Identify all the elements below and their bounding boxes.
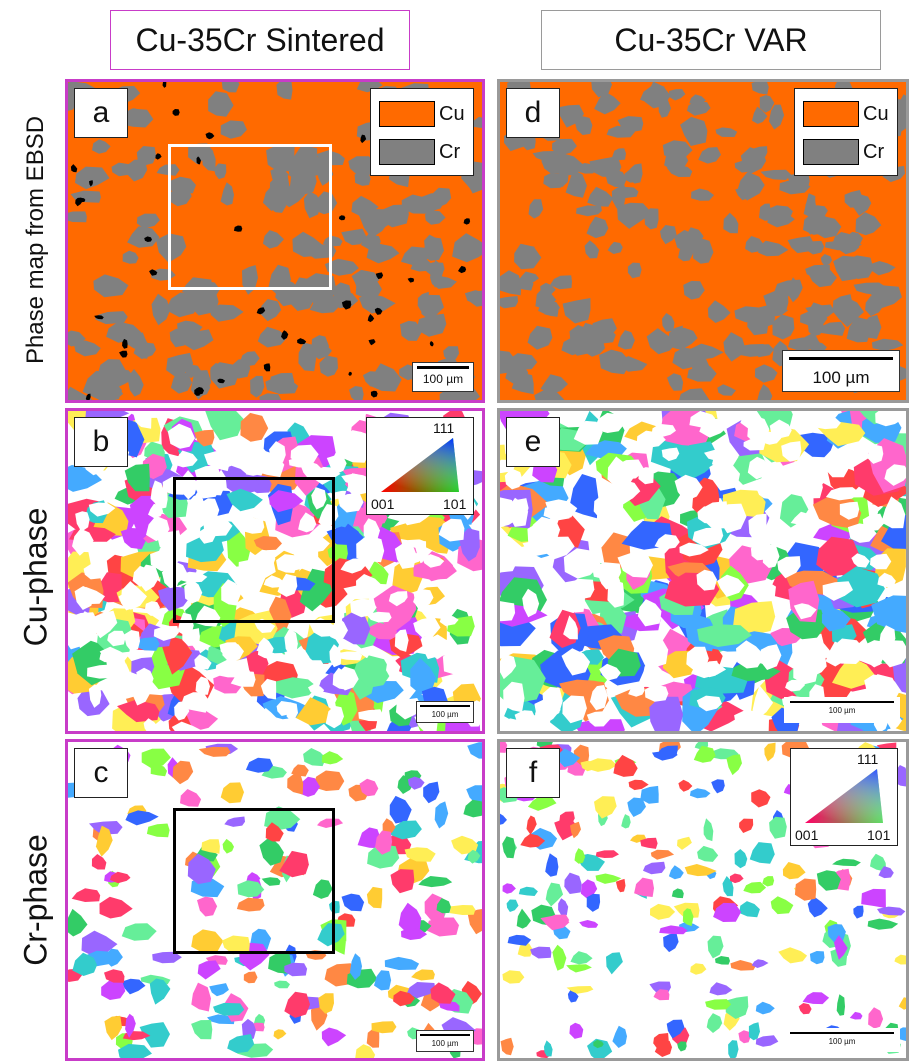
- cu-swatch: [379, 101, 435, 127]
- row-label-cu-phase: Cu-phase: [17, 507, 54, 647]
- column-header-var: Cu-35Cr VAR: [541, 10, 881, 70]
- legend-cu-label: Cu: [439, 102, 465, 125]
- ipf-001-label: 001: [371, 496, 395, 512]
- panel-letter-d: d: [506, 88, 560, 138]
- cu-orientation-map-image: [500, 411, 906, 731]
- panel-letter-b: b: [74, 417, 128, 467]
- row-label-cr-phase: Cr-phase: [17, 834, 54, 966]
- ipf-triangle-icon: [805, 769, 883, 823]
- legend-item-cr: Cr: [379, 139, 460, 165]
- legend-cr-label: Cr: [863, 140, 885, 163]
- ipf-color-key: 111 001 101: [366, 417, 474, 515]
- scale-bar: 100 µm: [416, 701, 474, 723]
- ipf-triangle-icon: [381, 438, 459, 492]
- ipf-111-label: 111: [857, 751, 879, 767]
- cu-swatch: [803, 101, 859, 127]
- ipf-001-label: 001: [795, 827, 819, 843]
- ipf-color-key: 111 001 101: [790, 748, 898, 846]
- scale-bar: 100 µm: [412, 362, 474, 392]
- scale-bar: 100 µm: [784, 1028, 900, 1052]
- region-of-interest-box: [173, 808, 335, 954]
- panel-letter-a: a: [74, 88, 128, 138]
- legend-cu-label: Cu: [863, 102, 889, 125]
- panel-letter-e: e: [506, 417, 560, 467]
- panel-e-cu-phase-var: e 100 µm: [497, 408, 909, 734]
- region-of-interest-box: [173, 477, 335, 623]
- region-of-interest-box: [168, 144, 332, 290]
- cr-swatch: [803, 139, 859, 165]
- panel-d-phase-map-var: d Cu Cr 100 µm: [497, 79, 909, 403]
- panel-letter-f: f: [506, 748, 560, 798]
- panel-letter-c: c: [74, 748, 128, 798]
- legend-cr-label: Cr: [439, 140, 461, 163]
- phase-legend: Cu Cr: [794, 88, 898, 176]
- ipf-101-label: 101: [867, 827, 891, 843]
- cr-swatch: [379, 139, 435, 165]
- panel-c-cr-phase-sintered: c 100 µm: [65, 739, 485, 1061]
- cr-orientation-map-image: [68, 742, 482, 1058]
- panel-a-phase-map-sintered: a Cu Cr 100 µm: [65, 79, 485, 403]
- column-header-sintered: Cu-35Cr Sintered: [110, 10, 410, 70]
- scale-bar: 100 µm: [784, 697, 900, 723]
- phase-legend: Cu Cr: [370, 88, 474, 176]
- scale-bar: 100 µm: [782, 350, 900, 392]
- ipf-101-label: 101: [443, 496, 467, 512]
- panel-b-cu-phase-sintered: b 111 001 101 100 µm: [65, 408, 485, 734]
- legend-item-cu: Cu: [803, 101, 889, 127]
- row-label-phase-map: Phase map from EBSD: [22, 115, 49, 365]
- ipf-111-label: 111: [433, 420, 455, 436]
- legend-item-cr: Cr: [803, 139, 884, 165]
- scale-bar: 100 µm: [416, 1030, 474, 1052]
- legend-item-cu: Cu: [379, 101, 465, 127]
- panel-f-cr-phase-var: f 111 001 101 100 µm: [497, 739, 909, 1061]
